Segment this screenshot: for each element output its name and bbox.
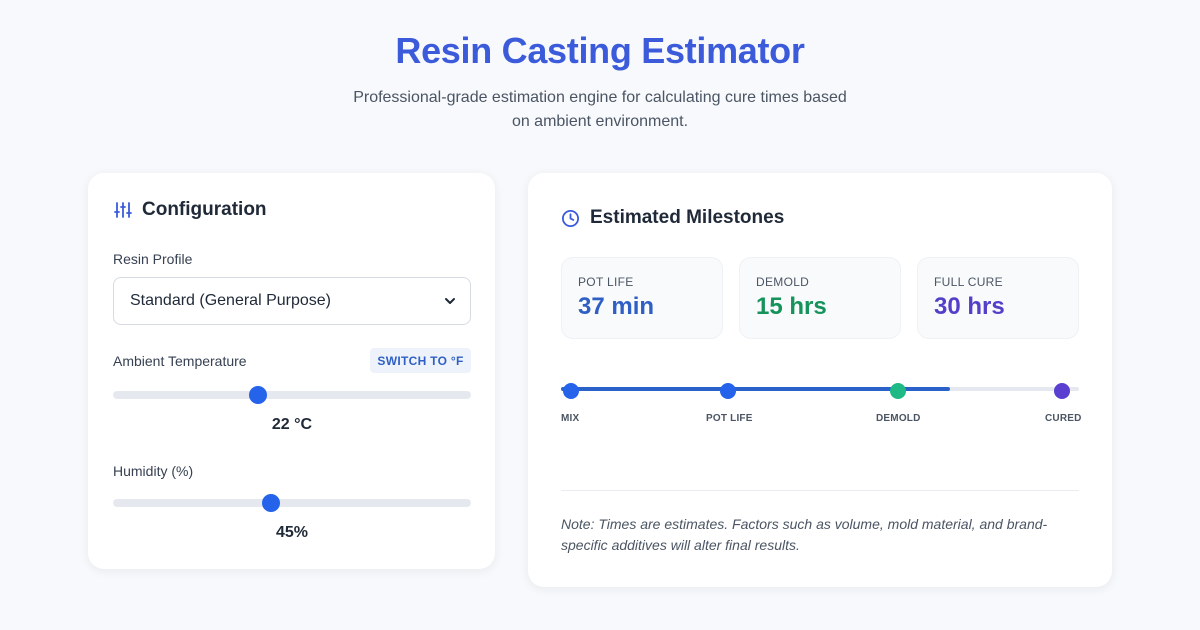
timeline-progress: [561, 387, 950, 391]
pot-life-stat-label: POT LIFE: [578, 275, 634, 289]
timeline-label-cured: CURED: [1045, 413, 1082, 424]
page-title: Resin Casting Estimator: [395, 30, 805, 71]
temperature-value: 22 °C: [271, 416, 313, 433]
estimate-note: Note: Times are estimates. Factors such …: [561, 516, 1048, 553]
humidity-value: 45%: [275, 524, 309, 541]
sliders-icon: [114, 202, 132, 218]
timeline-label-mix: MIX: [561, 413, 580, 424]
temperature-slider-thumb[interactable]: [248, 386, 267, 404]
timeline-dot-demold: [890, 383, 906, 399]
full-cure-stat: FULL CURE 30 hrs: [917, 257, 1079, 339]
humidity-slider[interactable]: [113, 494, 471, 512]
humidity-slider-thumb[interactable]: [261, 494, 280, 512]
switch-unit-button[interactable]: SWITCH TO °F: [370, 348, 471, 373]
timeline-dot-cured: [1054, 383, 1070, 399]
humidity-label: Humidity (%): [113, 463, 194, 479]
configuration-heading-text: Configuration: [142, 199, 267, 220]
configuration-heading: Configuration: [114, 199, 267, 221]
full-cure-stat-value: 30 hrs: [934, 293, 1005, 320]
pot-life-stat: POT LIFE 37 min: [561, 257, 723, 339]
chevron-down-icon: [445, 298, 455, 304]
milestones-card: Estimated Milestones POT LIFE 37 min DEM…: [528, 173, 1112, 587]
resin-profile-select[interactable]: Standard (General Purpose): [113, 277, 471, 325]
configuration-card: Configuration Resin Profile Standard (Ge…: [88, 173, 495, 569]
cure-timeline: MIX POT LIFE DEMOLD CURED: [561, 383, 1082, 425]
milestones-heading-text: Estimated Milestones: [590, 207, 785, 228]
page-subtitle: Professional-grade estimation engine for…: [353, 89, 847, 130]
note-divider: [561, 490, 1079, 491]
demold-stat-label: DEMOLD: [756, 275, 810, 289]
ambient-temperature-label: Ambient Temperature: [113, 353, 247, 369]
resin-profile-label: Resin Profile: [113, 251, 193, 267]
timeline-label-pot-life: POT LIFE: [706, 413, 753, 424]
timeline-dot-pot-life: [720, 383, 736, 399]
pot-life-stat-value: 37 min: [578, 293, 655, 320]
demold-stat-value: 15 hrs: [756, 293, 827, 320]
timeline-dot-mix: [563, 383, 579, 399]
demold-stat: DEMOLD 15 hrs: [739, 257, 901, 339]
timeline-label-demold: DEMOLD: [876, 413, 921, 424]
clock-icon: [561, 209, 580, 227]
resin-profile-value: Standard (General Purpose): [130, 292, 331, 309]
milestones-heading: Estimated Milestones: [561, 207, 784, 229]
full-cure-stat-label: FULL CURE: [934, 275, 1003, 289]
temperature-slider[interactable]: [113, 386, 471, 404]
